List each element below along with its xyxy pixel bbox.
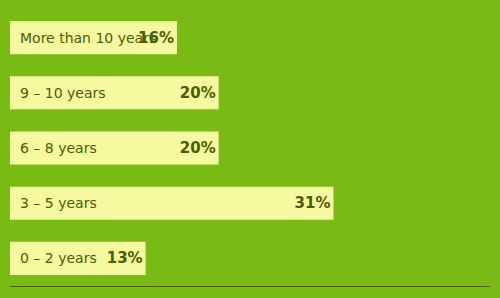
svg-text:31%: 31% <box>295 194 331 212</box>
svg-text:6 – 8 years: 6 – 8 years <box>20 140 97 156</box>
svg-text:9 – 10 years: 9 – 10 years <box>20 85 106 101</box>
svg-text:More than 10 years: More than 10 years <box>20 30 156 46</box>
svg-text:16%: 16% <box>138 29 174 47</box>
svg-text:20%: 20% <box>180 139 216 157</box>
svg-text:0 – 2 years: 0 – 2 years <box>20 250 97 266</box>
svg-text:13%: 13% <box>107 249 143 267</box>
svg-text:20%: 20% <box>180 84 216 102</box>
svg-text:3 – 5 years: 3 – 5 years <box>20 195 97 211</box>
